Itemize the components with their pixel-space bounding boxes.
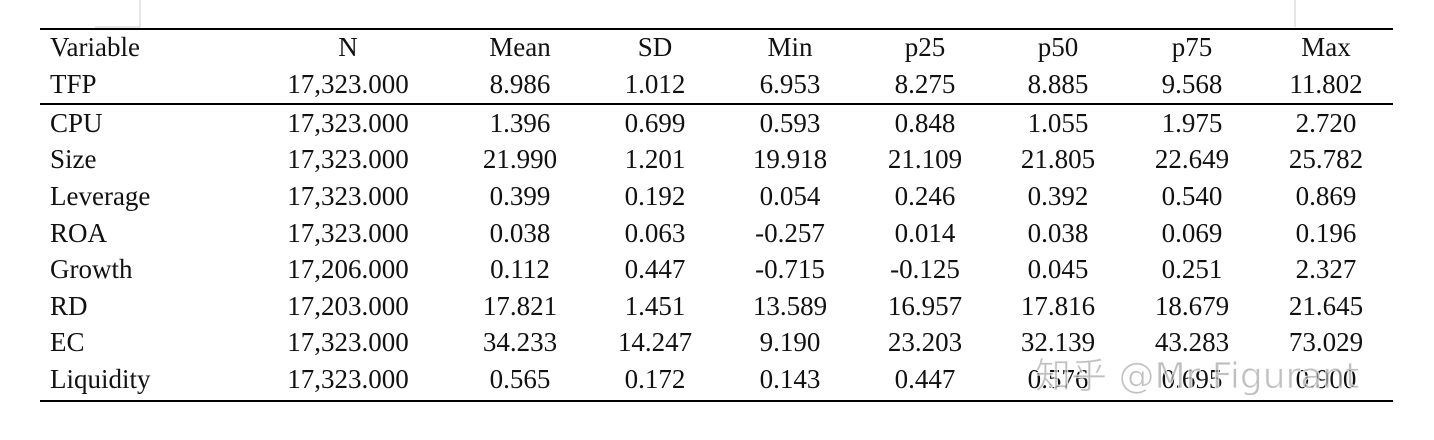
- cell: 0.143: [760, 364, 821, 394]
- cell: 0.447: [895, 364, 956, 394]
- cell: 0.392: [1028, 181, 1089, 211]
- cell: 1.201: [625, 144, 686, 174]
- cell: 1.396: [490, 108, 551, 138]
- cell: 8.275: [895, 69, 956, 99]
- cell: 8.885: [1028, 69, 1089, 99]
- cell: -0.125: [890, 254, 960, 284]
- cell: 1.975: [1162, 108, 1223, 138]
- cell: 2.720: [1296, 108, 1357, 138]
- cell: 13.589: [753, 291, 827, 321]
- cell: 0.246: [895, 181, 956, 211]
- cell: 43.283: [1155, 327, 1229, 357]
- row-label: EC: [50, 327, 85, 357]
- cell: 17,206.000: [287, 254, 409, 284]
- cell: 0.576: [1028, 364, 1089, 394]
- cell: 17,323.000: [287, 364, 409, 394]
- watermark: 知乎 @Mr Figurant: [1035, 356, 1359, 397]
- cell: 0.014: [895, 218, 956, 248]
- cell: 17,323.000: [287, 181, 409, 211]
- header-cell: SD: [638, 32, 673, 62]
- cell: 21.990: [483, 144, 557, 174]
- cell: 0.565: [490, 364, 551, 394]
- cell: -0.257: [755, 218, 825, 248]
- cell: 17,323.000: [287, 327, 409, 357]
- row-label: Leverage: [50, 181, 150, 211]
- cell: 0.172: [625, 364, 686, 394]
- header-cell: p75: [1172, 32, 1213, 62]
- cell: 32.139: [1021, 327, 1095, 357]
- row-label: Size: [50, 144, 97, 174]
- cell: 0.063: [625, 218, 686, 248]
- cell: 6.953: [760, 69, 821, 99]
- row-label: TFP: [50, 69, 97, 99]
- row-label: Growth: [50, 254, 133, 284]
- cell: 0.054: [760, 181, 821, 211]
- row-label: RD: [50, 291, 88, 321]
- cell: 0.045: [1028, 254, 1089, 284]
- cell: 0.038: [490, 218, 551, 248]
- cell: 0.447: [625, 254, 686, 284]
- cell: 9.190: [760, 327, 821, 357]
- cell: 19.918: [753, 144, 827, 174]
- cell: 1.012: [625, 69, 686, 99]
- cell: 0.695: [1162, 364, 1223, 394]
- cell: 17,323.000: [287, 144, 409, 174]
- cell: 8.986: [490, 69, 551, 99]
- cell: 22.649: [1155, 144, 1229, 174]
- header-cell: Min: [767, 32, 813, 62]
- cell: 2.327: [1296, 254, 1357, 284]
- cell: 18.679: [1155, 291, 1229, 321]
- cell: 0.251: [1162, 254, 1223, 284]
- cell: 9.568: [1162, 69, 1223, 99]
- row-label: Liquidity: [50, 364, 151, 394]
- cell: 21.109: [888, 144, 962, 174]
- cell: 0.848: [895, 108, 956, 138]
- header-cell: N: [338, 32, 358, 62]
- cell: 16.957: [888, 291, 962, 321]
- cell: 0.699: [625, 108, 686, 138]
- header-cell: Mean: [489, 32, 551, 62]
- cell: 0.540: [1162, 181, 1223, 211]
- cell: 0.069: [1162, 218, 1223, 248]
- cell: 17.821: [483, 291, 557, 321]
- cell: 17,323.000: [287, 69, 409, 99]
- header-cell: Max: [1301, 32, 1351, 62]
- row-label: ROA: [50, 218, 108, 248]
- cell: 25.782: [1289, 144, 1363, 174]
- cell: 0.593: [760, 108, 821, 138]
- cell: 0.900: [1296, 364, 1357, 394]
- cell: 0.038: [1028, 218, 1089, 248]
- cell: 21.805: [1021, 144, 1095, 174]
- cell: -0.715: [755, 254, 825, 284]
- cell: 17,323.000: [287, 218, 409, 248]
- cell: 14.247: [618, 327, 692, 357]
- cell: 0.192: [625, 181, 686, 211]
- header-cell: Variable: [50, 32, 140, 62]
- cell: 17,323.000: [287, 108, 409, 138]
- cell: 1.055: [1028, 108, 1089, 138]
- cell: 23.203: [888, 327, 962, 357]
- header-cell: p25: [905, 32, 946, 62]
- cell: 73.029: [1289, 327, 1363, 357]
- cell: 0.399: [490, 181, 551, 211]
- cell: 34.233: [483, 327, 557, 357]
- cell: 0.869: [1296, 181, 1357, 211]
- cell: 11.802: [1289, 69, 1362, 99]
- header-cell: p50: [1038, 32, 1079, 62]
- cell: 0.196: [1296, 218, 1357, 248]
- cell: 1.451: [625, 291, 686, 321]
- cell: 21.645: [1289, 291, 1363, 321]
- cell: 17,203.000: [287, 291, 409, 321]
- cell: 0.112: [490, 254, 550, 284]
- row-label: CPU: [50, 108, 103, 138]
- cell: 17.816: [1021, 291, 1095, 321]
